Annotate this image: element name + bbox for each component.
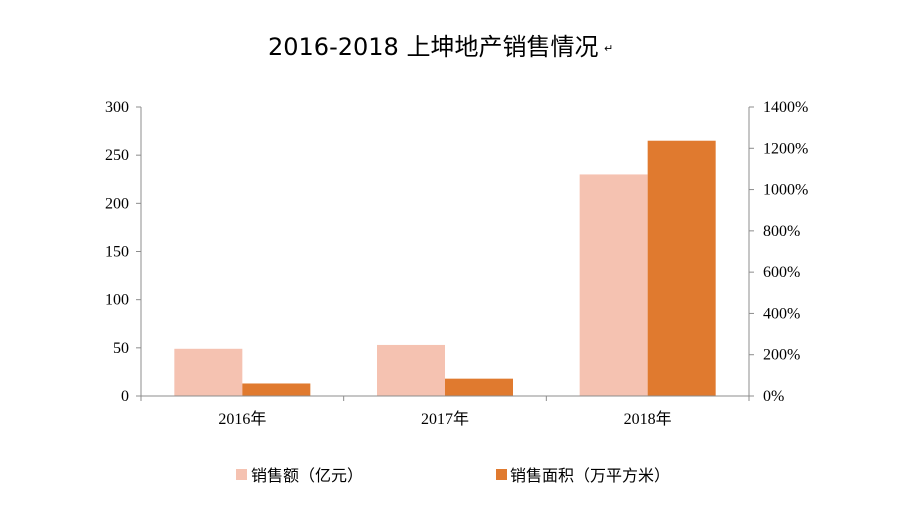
category-label: 2016年 xyxy=(218,410,266,428)
legend-label-sales-area: 销售面积（万平方米） xyxy=(510,466,670,485)
legend-swatch-sales-area xyxy=(496,469,507,480)
bar-sales-area xyxy=(242,383,311,396)
category-label: 2018年 xyxy=(624,410,672,428)
legend-item-sales-area: 销售面积（万平方米） xyxy=(496,466,670,485)
chart-title: 2016-2018 上坤地产销售情况 xyxy=(268,33,598,61)
right-tick-label: 600% xyxy=(763,264,800,281)
left-tick-label: 150 xyxy=(105,244,129,261)
bar-sales-amount xyxy=(579,174,648,396)
title-return-mark: ↵ xyxy=(604,42,613,55)
right-tick-label: 800% xyxy=(763,223,800,240)
right-tick-label: 1000% xyxy=(763,182,808,199)
right-tick-label: 1400% xyxy=(763,99,808,116)
legend-label-sales-amount: 销售额（亿元） xyxy=(251,466,363,485)
right-tick-label: 200% xyxy=(763,347,800,364)
category-label: 2017年 xyxy=(421,410,469,428)
left-tick-label: 100 xyxy=(105,292,129,309)
left-tick-label: 200 xyxy=(105,195,129,212)
bar-sales-amount xyxy=(174,348,243,396)
right-tick-label: 1200% xyxy=(763,140,808,157)
left-tick-label: 250 xyxy=(105,147,129,164)
bar-sales-area xyxy=(647,140,716,396)
right-tick-label: 400% xyxy=(763,305,800,322)
legend: 销售额（亿元） 销售面积（万平方米） xyxy=(236,466,670,485)
plot-area: 0 50 100 150 200 250 300 0% 200% 400% 600% 800% 100… xyxy=(105,99,808,428)
left-tick-label: 50 xyxy=(113,340,129,357)
legend-swatch-sales-amount xyxy=(236,469,247,480)
bar-sales-area xyxy=(445,378,513,396)
left-tick-label: 300 xyxy=(105,99,129,116)
right-tick-label: 0% xyxy=(763,388,784,405)
legend-item-sales-amount: 销售额（亿元） xyxy=(236,466,363,485)
left-tick-label: 0 xyxy=(121,388,129,405)
bar-sales-amount xyxy=(377,344,445,396)
